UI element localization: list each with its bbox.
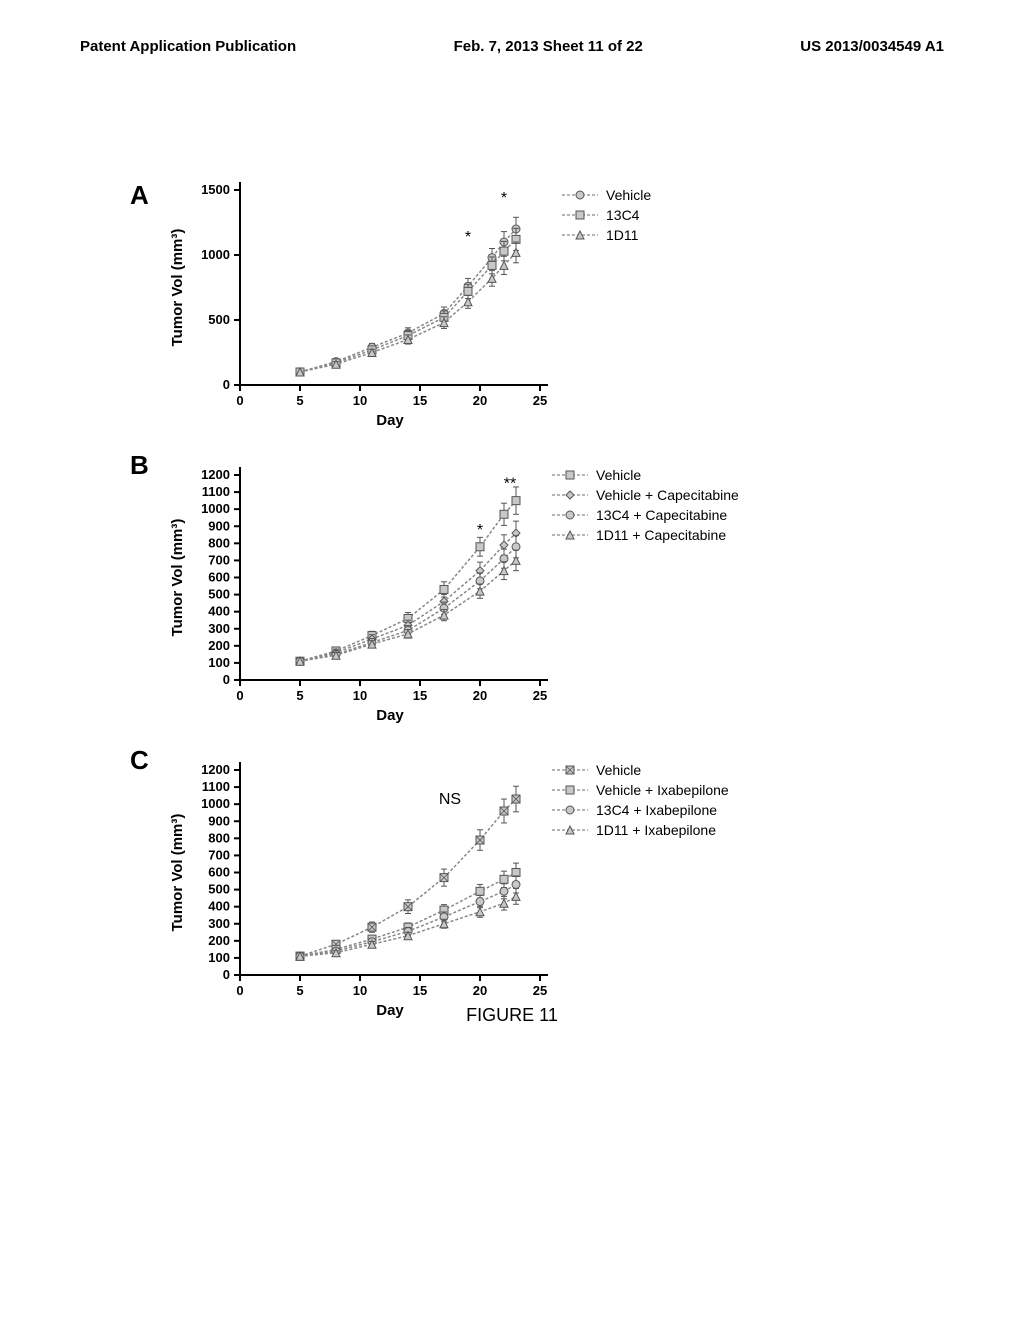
ytick-label: 300 bbox=[208, 916, 230, 931]
ytick-label: 500 bbox=[208, 882, 230, 897]
xtick-label: 5 bbox=[296, 688, 303, 703]
ytick-label: 200 bbox=[208, 638, 230, 653]
ytick-label: 1200 bbox=[201, 467, 230, 482]
legend-label: 1D11 bbox=[606, 227, 639, 243]
chart-c: 0 5 10 15 20 25 0 100 200 300 400 500 600 700 800 900 10… bbox=[110, 745, 910, 1035]
figure-area: A0510152025050010001500DayTumor Vol (mm³… bbox=[110, 165, 910, 1040]
ytick-label: 1200 bbox=[201, 762, 230, 777]
ytick-label: 100 bbox=[208, 950, 230, 965]
ytick-label: 1000 bbox=[201, 247, 230, 262]
ytick-label: 900 bbox=[208, 813, 230, 828]
panel-label-b: B bbox=[130, 450, 149, 481]
panel-b: B 0 5 10 15 20 25 0 100 200 300 400 500 600 700 800 900 1… bbox=[110, 450, 910, 740]
xtick-label: 0 bbox=[236, 688, 243, 703]
legend-label: Vehicle bbox=[596, 467, 641, 483]
legend-label: 1D11 + Capecitabine bbox=[596, 527, 726, 543]
xtick-label: 15 bbox=[413, 983, 427, 998]
ytick-label: 1100 bbox=[202, 779, 230, 794]
annotation: NS bbox=[439, 791, 461, 808]
ytick-label: 600 bbox=[208, 865, 230, 880]
x-axis-label: Day bbox=[376, 707, 404, 724]
xtick-label: 20 bbox=[473, 393, 487, 408]
chart-a: 0 5 10 15 20 25 0 500 1000 1500 Day Tumor Vol (mm³)… bbox=[110, 165, 910, 445]
series-line bbox=[300, 252, 516, 372]
legend-label: 13C4 + Capecitabine bbox=[596, 507, 727, 523]
ytick-label: 1000 bbox=[201, 501, 230, 516]
xtick-label: 5 bbox=[296, 983, 303, 998]
xtick-label: 0 bbox=[236, 983, 243, 998]
y-axis-label: Tumor Vol (mm³) bbox=[169, 814, 186, 932]
page-header: Patent Application Publication Feb. 7, 2… bbox=[0, 38, 1024, 55]
legend-label: 1D11 + Ixabepilone bbox=[596, 822, 716, 838]
header-right: US 2013/0034549 A1 bbox=[800, 38, 944, 55]
xtick-label: 15 bbox=[413, 393, 427, 408]
panel-label-a: A bbox=[130, 180, 149, 211]
y-axis-label: Tumor Vol (mm³) bbox=[169, 519, 186, 637]
xtick-label: 25 bbox=[533, 688, 547, 703]
ytick-label: 200 bbox=[208, 933, 230, 948]
ytick-label: 100 bbox=[208, 655, 230, 670]
legend-label: 13C4 bbox=[606, 207, 640, 223]
legend-label: 13C4 + Ixabepilone bbox=[596, 802, 717, 818]
ytick-label: 600 bbox=[208, 570, 230, 585]
header-center: Feb. 7, 2013 Sheet 11 of 22 bbox=[454, 38, 643, 55]
series-line bbox=[300, 560, 516, 661]
xtick-label: 10 bbox=[353, 688, 367, 703]
series-line bbox=[300, 239, 516, 372]
header-left: Patent Application Publication bbox=[80, 38, 296, 55]
legend-label: Vehicle + Capecitabine bbox=[596, 487, 739, 503]
legend-label: Vehicle + Ixabepilone bbox=[596, 782, 729, 798]
xtick-label: 10 bbox=[353, 983, 367, 998]
ytick-label: 400 bbox=[208, 899, 230, 914]
x-axis-label: Day bbox=[376, 412, 404, 429]
ytick-label: 0 bbox=[223, 377, 230, 392]
y-axis-label: Tumor Vol (mm³) bbox=[169, 229, 186, 347]
ytick-label: 800 bbox=[208, 535, 230, 550]
annotation: * bbox=[477, 522, 483, 539]
xtick-label: 10 bbox=[353, 393, 367, 408]
xtick-label: 20 bbox=[473, 983, 487, 998]
panel-label-c: C bbox=[130, 745, 149, 776]
xtick-label: 25 bbox=[533, 983, 547, 998]
xtick-label: 20 bbox=[473, 688, 487, 703]
ytick-label: 400 bbox=[208, 604, 230, 619]
ytick-label: 0 bbox=[223, 967, 230, 982]
xtick-label: 15 bbox=[413, 688, 427, 703]
annotation: * bbox=[501, 190, 507, 207]
annotation: ** bbox=[504, 476, 516, 493]
series-line bbox=[300, 533, 516, 661]
ytick-label: 500 bbox=[208, 587, 230, 602]
ytick-label: 1500 bbox=[201, 182, 230, 197]
legend-label: Vehicle bbox=[596, 762, 641, 778]
ytick-label: 500 bbox=[208, 312, 230, 327]
series-line bbox=[300, 547, 516, 661]
ytick-label: 300 bbox=[208, 621, 230, 636]
xtick-label: 5 bbox=[296, 393, 303, 408]
ytick-label: 900 bbox=[208, 518, 230, 533]
panel-a: A 0 5 10 15 20 25 0 500 1000 1500 Day Tumor Vol (mm³… bbox=[110, 165, 910, 445]
xtick-label: 25 bbox=[533, 393, 547, 408]
chart-b: 0 5 10 15 20 25 0 100 200 300 400 500 600 700 800 900 10… bbox=[110, 450, 910, 740]
legend-label: Vehicle bbox=[606, 187, 651, 203]
xtick-label: 0 bbox=[236, 393, 243, 408]
ytick-label: 0 bbox=[223, 672, 230, 687]
ytick-label: 1100 bbox=[202, 484, 230, 499]
ytick-label: 800 bbox=[208, 830, 230, 845]
panel-c: C 0 5 10 15 20 25 0 100 200 300 400 500 600 700 800 900 1… bbox=[110, 745, 910, 1035]
ytick-label: 700 bbox=[208, 552, 230, 567]
annotation: * bbox=[465, 229, 471, 246]
ytick-label: 1000 bbox=[201, 796, 230, 811]
figure-caption: FIGURE 11 bbox=[0, 1005, 1024, 1026]
ytick-label: 700 bbox=[208, 847, 230, 862]
series-line bbox=[300, 229, 516, 372]
